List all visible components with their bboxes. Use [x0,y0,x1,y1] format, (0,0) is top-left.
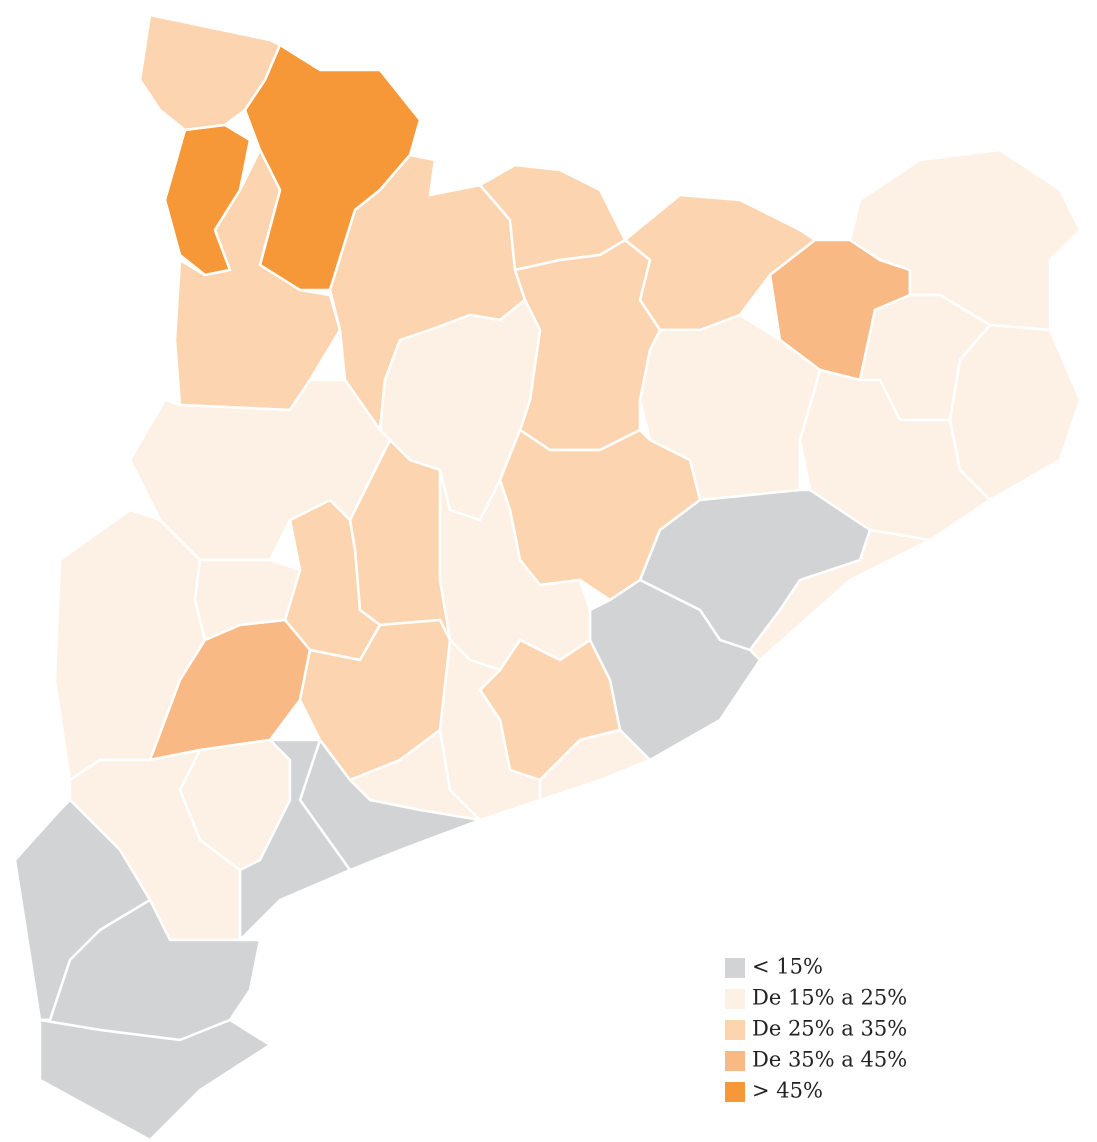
legend-swatch [725,1020,745,1040]
region [948,323,1082,502]
regions [13,13,1082,1142]
legend-swatch [725,989,745,1009]
region [38,1018,272,1142]
legend-label: De 25% a 35% [752,1017,907,1041]
region [848,148,1082,332]
legend-label: > 45% [752,1079,823,1103]
legend-label: < 15% [752,955,823,979]
legend-label: De 15% a 25% [752,986,907,1010]
legend: < 15% De 15% a 25% De 25% a 35% De 35% a 45… [725,955,907,1103]
region [148,618,312,762]
legend-label: De 35% a 45% [752,1048,907,1072]
legend-swatch [725,1051,745,1071]
region [128,378,392,562]
region [798,368,992,542]
legend-swatch [725,958,745,978]
legend-swatch [725,1082,745,1102]
region [138,13,282,132]
